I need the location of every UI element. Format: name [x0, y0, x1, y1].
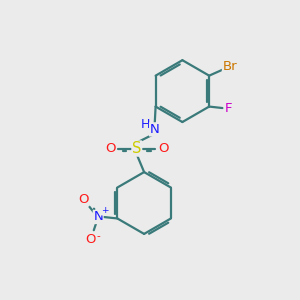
Text: O: O [158, 142, 169, 155]
Text: H: H [140, 118, 150, 130]
Text: F: F [225, 101, 232, 115]
Text: O: O [78, 193, 89, 206]
Text: -: - [96, 231, 100, 241]
Text: N: N [149, 123, 159, 136]
Text: +: + [101, 206, 108, 215]
Text: N: N [93, 211, 103, 224]
Text: O: O [105, 142, 116, 155]
Text: O: O [85, 232, 96, 246]
Text: S: S [132, 141, 141, 156]
Text: Br: Br [223, 60, 237, 73]
